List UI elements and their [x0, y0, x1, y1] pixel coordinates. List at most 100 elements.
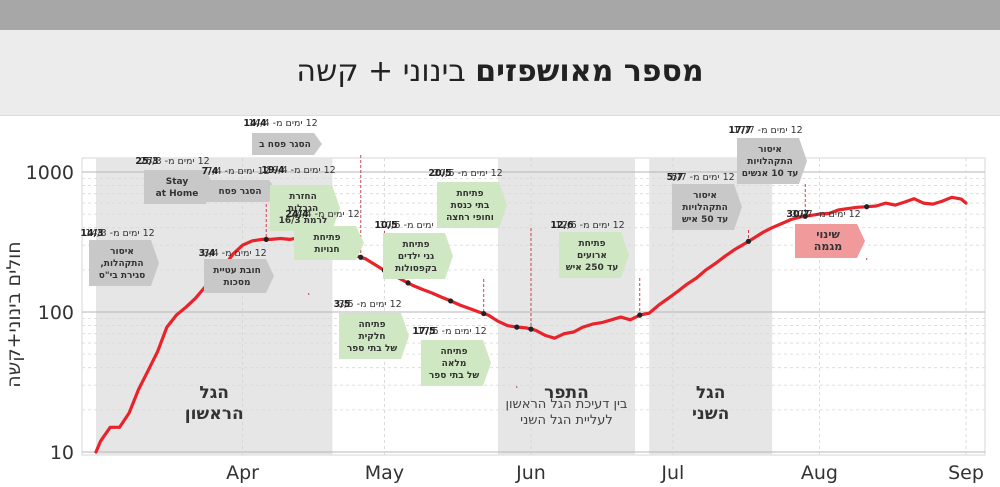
- event-header: 12 ימים מ- 14/4: [248, 118, 317, 129]
- event-box: [421, 340, 491, 386]
- event-header: 12 ימים מ- 24/4: [290, 209, 359, 220]
- event-label: של בתי ספר: [429, 371, 479, 381]
- band-sublabel: בין דעיכת הגל הראשון: [505, 397, 627, 412]
- event-marker: [481, 310, 487, 317]
- event-label: איסור: [758, 145, 782, 155]
- event-label: Stay: [166, 177, 189, 187]
- band-label: הגל: [199, 383, 229, 403]
- event-box: [339, 313, 409, 359]
- band-2: [497, 158, 636, 455]
- event-header: 12 ימים מ- 12/6: [555, 220, 624, 231]
- event-date: 3/5: [334, 299, 351, 310]
- x-tick-label: Jun: [515, 462, 546, 484]
- event-date: 5/7: [667, 172, 684, 183]
- event-label: בתי כנסת: [451, 201, 490, 211]
- event-label: עד 10 אנשים: [742, 169, 798, 179]
- band-label: הראשון: [185, 404, 244, 424]
- event-label: מגמה: [814, 240, 842, 253]
- event-marker: [528, 326, 534, 332]
- event-header: 12 ימים מ- 10/5: [379, 220, 448, 231]
- event-marker: [864, 204, 870, 210]
- event-label: פתיחת: [402, 240, 429, 250]
- event-box: [144, 170, 214, 204]
- event-label: שינוי: [816, 228, 840, 241]
- event-date: 12/6: [550, 220, 574, 231]
- event-label: לרמת 16/3: [279, 216, 328, 226]
- event-date: 3/4: [199, 248, 216, 259]
- event-label: עד 50 איש: [682, 215, 728, 225]
- event-label: חנויות: [314, 245, 339, 255]
- chart-title-bold: מספר מאושפזים: [475, 54, 704, 89]
- event-label: הגבלות: [288, 204, 318, 214]
- event-label: עד 250 איש: [566, 263, 618, 273]
- event-box: [737, 138, 807, 184]
- x-tick-label: Aug: [801, 462, 838, 484]
- event-label: איסור: [110, 247, 134, 257]
- y-axis-title: חולים בינוני+קשה: [3, 241, 25, 387]
- event-date: 25/3: [135, 156, 158, 167]
- event-box: [252, 133, 322, 155]
- event-label: איסור: [693, 191, 717, 201]
- event-box: [559, 232, 629, 278]
- event-label: של בתי ספר: [347, 344, 397, 354]
- event-label: חובת עטיית: [213, 266, 261, 276]
- event-label: פתיחת: [456, 189, 483, 199]
- band-label: הגל: [696, 383, 726, 403]
- x-tick-label: Sep: [948, 462, 984, 484]
- event-label: החזרת: [289, 192, 317, 202]
- event-box: [672, 184, 742, 230]
- event-box: [795, 224, 865, 258]
- event-date: 30/7: [786, 209, 809, 220]
- event-header: 12 ימים מ- 30/7: [791, 209, 860, 220]
- band-label: התפר: [544, 383, 589, 403]
- event-box: [89, 240, 159, 286]
- event-label: פתיחת: [578, 239, 605, 249]
- event-label: at Home: [156, 189, 199, 199]
- event-label: ארועים: [577, 251, 607, 261]
- event-label: הסגר פסח ב: [259, 140, 311, 150]
- event-header: 12 ימים מ- 17/7: [733, 125, 802, 136]
- event-label: פתיחה: [440, 347, 467, 357]
- y-tick-label: 1000: [26, 162, 74, 184]
- event-label: מסכות: [224, 278, 251, 288]
- event-date: 17/5: [412, 326, 435, 337]
- event-label: בקפסולות: [395, 264, 437, 274]
- event-label: סגירת בי"ס: [99, 271, 145, 281]
- x-tick-label: Jul: [660, 462, 684, 484]
- event-header: 12 ימים מ- 25/3: [140, 156, 209, 167]
- event-label: פתיחה: [358, 320, 385, 330]
- event-box: [437, 182, 507, 228]
- event-header: 12 ימים מ- 3/5: [338, 299, 401, 310]
- event-label: התקהלות,: [100, 259, 143, 269]
- event-marker: [802, 213, 808, 219]
- event-header: 12 ימים מ- 19/4: [266, 165, 335, 176]
- event-date: 7/4: [202, 166, 219, 177]
- event-label: חלקית: [358, 332, 385, 342]
- event-label: פתיחת: [313, 233, 340, 243]
- event-header: 12 ימים מ- 3/4: [203, 248, 266, 259]
- title-bar: [0, 30, 1000, 116]
- chart-title-rest: בינוני + קשה: [296, 54, 466, 89]
- event-marker: [263, 236, 269, 243]
- event-label: גני ילדים: [398, 252, 434, 262]
- event-date: 24/4: [285, 209, 309, 220]
- y-tick-label: 100: [38, 302, 74, 324]
- event-box: [204, 259, 274, 293]
- event-date: 10/5: [374, 220, 397, 231]
- event-box: [207, 180, 277, 202]
- event-label: וחופי רחצה: [446, 213, 494, 223]
- event-label: התקהלויות: [682, 203, 728, 213]
- event-date: 19/4: [261, 165, 285, 176]
- event-header: 12 ימים מ- 20/5: [433, 168, 502, 179]
- event-date: 14/4: [243, 118, 267, 129]
- event-date: 20/5: [428, 168, 451, 179]
- event-marker: [745, 238, 752, 244]
- event-box: [270, 185, 340, 231]
- event-box: [383, 233, 453, 279]
- x-tick-label: May: [365, 462, 404, 484]
- x-tick-label: Apr: [226, 462, 259, 484]
- event-marker: [448, 298, 454, 304]
- event-header: 12 ימים מ- 5/7: [671, 172, 734, 183]
- y-tick-label: 10: [50, 442, 74, 464]
